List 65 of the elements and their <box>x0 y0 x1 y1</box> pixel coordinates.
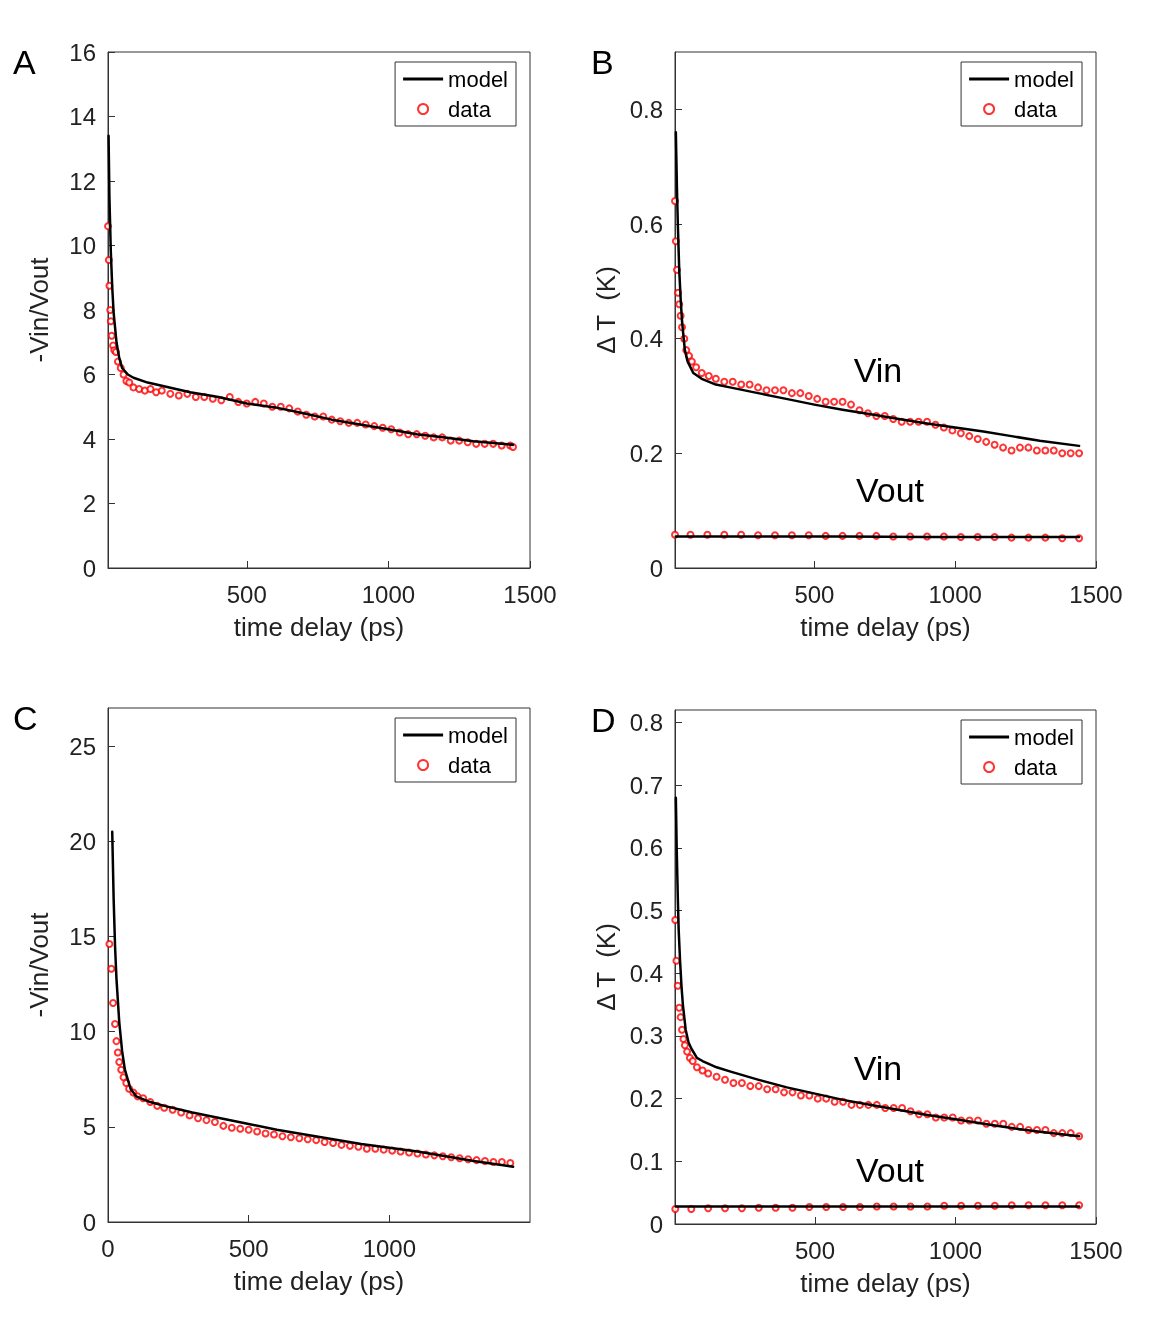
y-tick-label: 4 <box>82 425 96 453</box>
legend-label: model <box>1014 724 1074 750</box>
y-tick-label: 10 <box>69 232 96 259</box>
y-tick-label: 0.5 <box>629 897 663 925</box>
x-tick-label: 1500 <box>503 580 557 608</box>
y-tick-label: 0.7 <box>629 771 663 799</box>
y-tick-label: 12 <box>69 167 96 195</box>
y-axis-title: -Vin/Vout <box>24 256 54 363</box>
y-axis-title: Δ T (K) <box>590 923 621 1011</box>
x-tick-label: 1000 <box>362 1234 417 1262</box>
y-tick-label: 14 <box>69 103 96 130</box>
y-tick-label: 10 <box>69 1018 96 1046</box>
x-axis-title: time delay (ps) <box>233 1266 405 1296</box>
x-tick-label: 0 <box>101 1234 115 1262</box>
chart-title: D <box>591 701 616 739</box>
x-axis-title: time delay (ps) <box>800 612 971 642</box>
y-tick-label: 25 <box>69 732 96 760</box>
y-tick-label: 5 <box>82 1113 96 1141</box>
chart-title: A <box>13 43 36 81</box>
legend-label: data <box>1014 96 1058 122</box>
legend-label: model <box>448 722 508 748</box>
y-axis-title: -Vin/Vout <box>24 911 54 1018</box>
legend-label: data <box>448 752 492 778</box>
y-tick-label: 0.4 <box>629 959 663 987</box>
x-tick-label: 500 <box>794 580 835 608</box>
annotation: Vout <box>855 471 925 509</box>
y-tick-label: 0.3 <box>629 1022 663 1050</box>
x-tick-label: 1000 <box>361 580 416 608</box>
y-tick-label: 0 <box>649 1210 663 1238</box>
y-tick-label: 6 <box>82 361 96 388</box>
x-tick-label: 1000 <box>928 1236 983 1264</box>
x-tick-label: 1000 <box>928 580 982 608</box>
annotation: Vout <box>855 1151 925 1189</box>
x-axis-title: time delay (ps) <box>800 1268 971 1298</box>
y-tick-label: 0.2 <box>629 1085 663 1113</box>
y-tick-label: 8 <box>82 296 96 324</box>
y-tick-label: 0.1 <box>629 1147 663 1175</box>
x-axis-title: time delay (ps) <box>233 612 405 642</box>
x-tick-label: 500 <box>226 580 267 608</box>
annotation: Vin <box>853 1049 903 1087</box>
y-tick-label: 0 <box>82 1208 96 1236</box>
x-tick-label: 500 <box>794 1236 835 1264</box>
legend-label: model <box>1014 66 1074 92</box>
chart-title: C <box>13 699 38 737</box>
annotation: Vin <box>853 351 903 389</box>
x-tick-label: 500 <box>228 1234 269 1262</box>
y-tick-label: 16 <box>69 38 96 66</box>
y-tick-label: 2 <box>82 490 96 517</box>
x-tick-label: 1500 <box>1069 580 1123 608</box>
y-tick-label: 0.2 <box>629 439 663 467</box>
legend-label: data <box>448 96 492 122</box>
chart-title: B <box>591 43 614 81</box>
y-tick-label: 0.8 <box>629 95 663 123</box>
y-tick-label: 0.6 <box>629 210 663 238</box>
y-axis-title: Δ T (K) <box>590 266 621 354</box>
y-tick-label: 0.6 <box>629 834 663 862</box>
x-tick-label: 1500 <box>1069 1236 1123 1264</box>
y-tick-label: 0 <box>649 554 663 582</box>
legend-label: data <box>1014 754 1058 780</box>
y-tick-label: 0.4 <box>629 325 663 353</box>
y-tick-label: 0 <box>82 554 96 582</box>
y-tick-label: 15 <box>69 922 96 950</box>
y-tick-label: 0.8 <box>629 709 663 737</box>
y-tick-label: 20 <box>69 827 96 855</box>
legend-label: model <box>448 66 508 92</box>
